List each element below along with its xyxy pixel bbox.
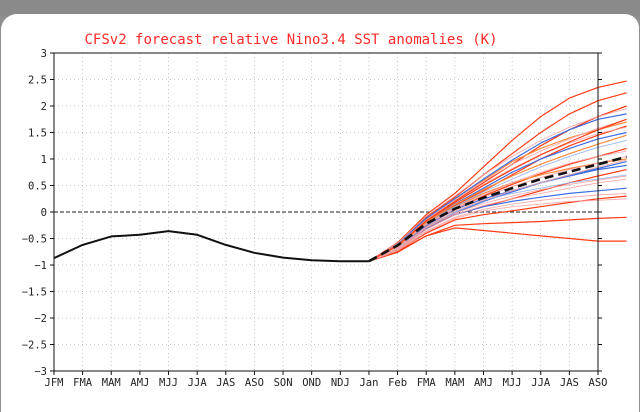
ensemble-member-line: [368, 227, 627, 262]
y-tick-label: −1: [34, 260, 47, 272]
y-tick-label: −2: [34, 313, 47, 325]
x-tick-label: SON: [274, 377, 293, 389]
y-tick-label: −2.5: [22, 340, 47, 352]
x-tick-label: AMJ: [130, 377, 149, 389]
y-tick-label: 2.5: [28, 75, 47, 87]
ensemble-member-line: [368, 175, 627, 262]
y-tick-label: 0.5: [28, 181, 47, 193]
ensemble-member-line: [368, 118, 627, 262]
ensemble-member-line: [368, 198, 627, 262]
ensemble-member-line: [368, 134, 627, 262]
x-tick-label: FMA: [73, 377, 93, 389]
ensemble-member-line: [368, 118, 627, 262]
observed-line: [53, 230, 369, 263]
x-tick-label: JJA: [188, 377, 208, 389]
ensemble-member-line: [368, 187, 627, 262]
x-tick-label: MAM: [445, 377, 464, 389]
chart-title: CFSv2 forecast relative Nino3.4 SST anom…: [84, 32, 497, 48]
ensemble-member-line: [368, 113, 627, 262]
y-tick-label: −0.5: [22, 234, 47, 246]
x-tick-label: MJJ: [159, 377, 178, 389]
x-tick-label: JJA: [531, 377, 551, 389]
ensemble-member-line: [368, 192, 627, 262]
ensemble-member-line: [368, 178, 627, 262]
ensemble-member-line: [368, 108, 627, 262]
y-tick-label: 3: [41, 48, 47, 60]
x-tick-label: AMJ: [474, 377, 493, 389]
y-tick-label: −3: [34, 366, 47, 378]
main-lines: [53, 155, 627, 263]
x-tick-label: JAS: [560, 377, 579, 389]
x-tick-label: ASO: [245, 377, 264, 389]
x-tick-label: MJJ: [503, 377, 522, 389]
page-top-edge: [0, 0, 640, 16]
y-tick-label: 1: [41, 154, 47, 166]
chart-panel: CFSv2 forecast relative Nino3.4 SST anom…: [1, 14, 639, 412]
axes: [50, 52, 602, 375]
x-tick-label: ASO: [589, 377, 608, 389]
nino34-forecast-chart: CFSv2 forecast relative Nino3.4 SST anom…: [22, 32, 627, 389]
y-tick-labels: 3 2.5 2 1.5 1 0.5 0 −0.5 −1 −1.5 −2 −2.5 −3: [22, 48, 47, 378]
x-tick-label: OND: [302, 377, 321, 389]
x-tick-label: FMA: [417, 377, 437, 389]
y-tick-label: −1.5: [22, 287, 47, 299]
x-tick-label: Feb: [388, 377, 407, 389]
grid: [54, 53, 598, 371]
x-tick-label: MAM: [102, 377, 121, 389]
x-tick-label: JFM: [45, 377, 64, 389]
y-tick-label: 1.5: [28, 128, 47, 140]
x-tick-label: Jan: [359, 377, 378, 389]
x-tick-label: NDJ: [331, 377, 350, 389]
y-tick-label: 0: [41, 207, 47, 219]
y-tick-label: 2: [41, 101, 47, 113]
ensemble-mean-line: [368, 155, 627, 263]
ensemble-members: [368, 80, 627, 262]
ensemble-member-line: [368, 195, 627, 262]
x-tick-labels: JFM FMA MAM AMJ MJJ JJA JAS ASO SON OND NDJ Jan Feb F…: [45, 377, 608, 389]
x-tick-label: JAS: [216, 377, 235, 389]
ensemble-member-line: [368, 80, 627, 262]
ensemble-member-line: [368, 159, 627, 262]
